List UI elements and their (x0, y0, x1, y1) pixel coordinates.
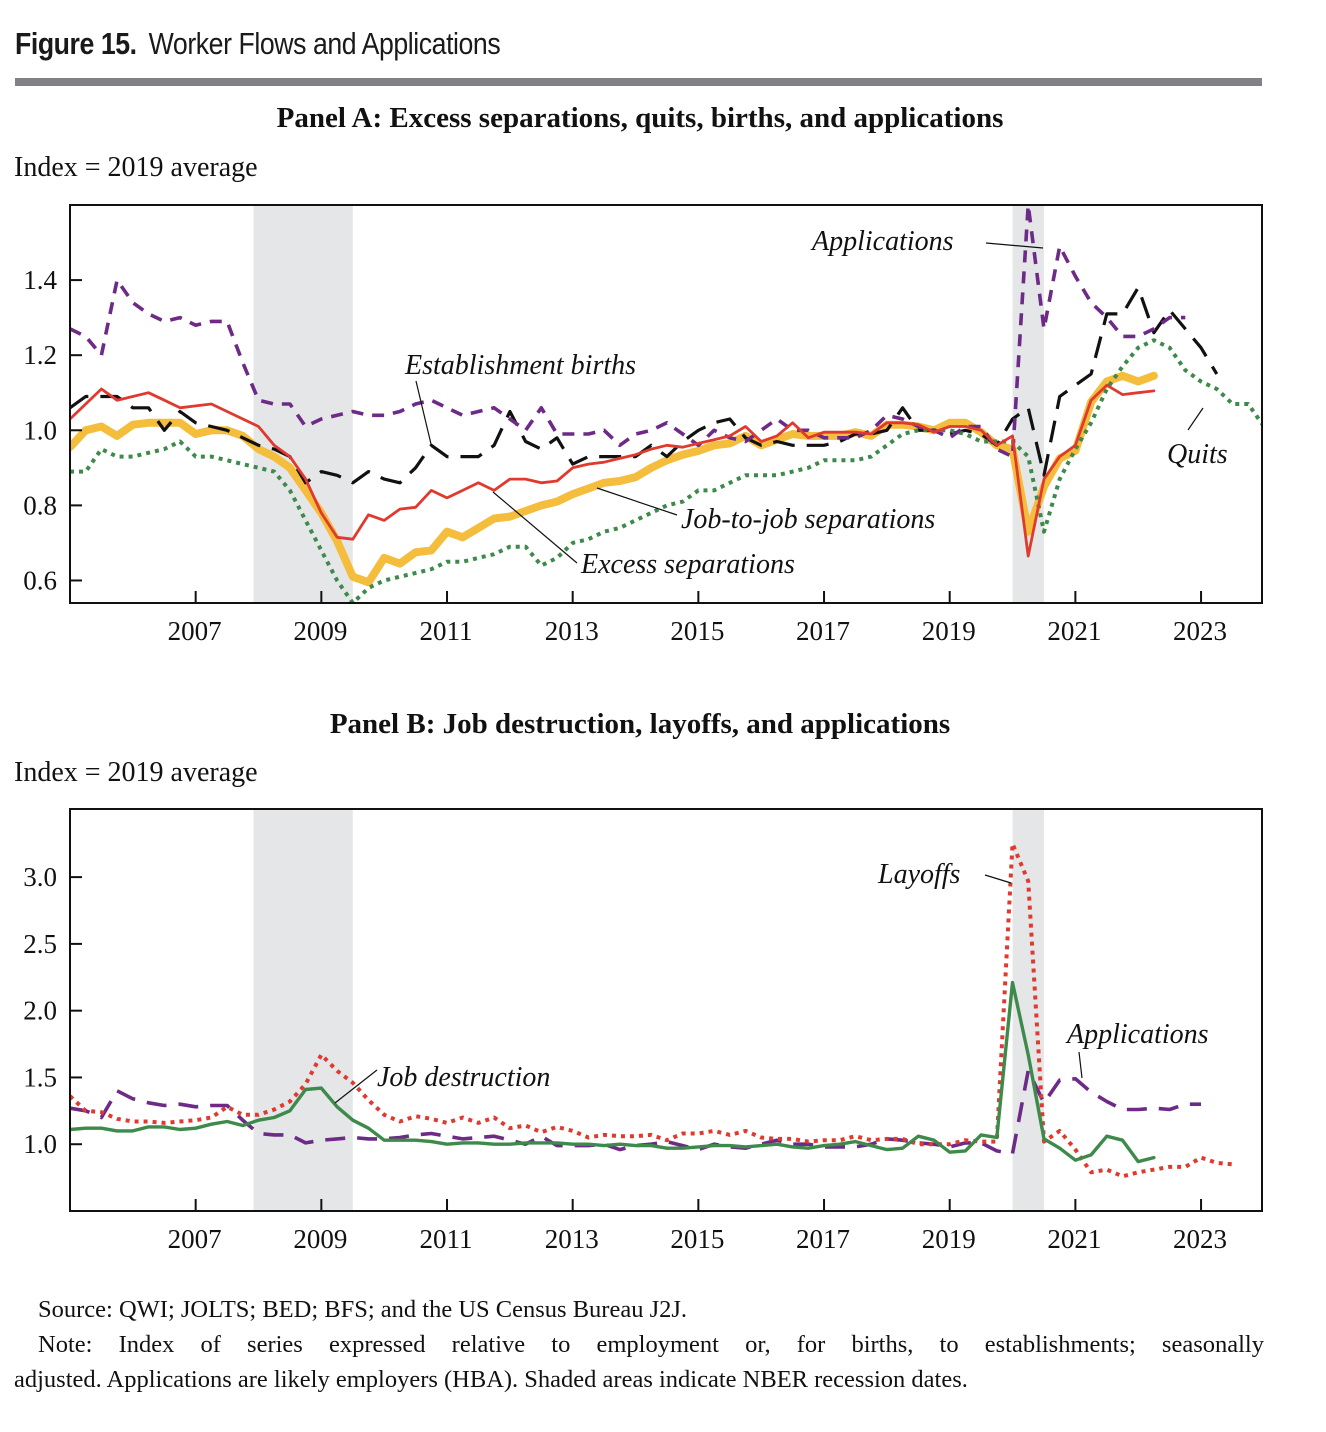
annotation-births: Establishment births (404, 350, 636, 381)
series-line-layoffs (70, 841, 1233, 1179)
x-tick-label: 2019 (922, 616, 976, 646)
recession-shading (253, 809, 353, 1211)
panel-a-title: Panel A: Excess separations, quits, birt… (276, 102, 1004, 134)
plot-frame (69, 808, 1263, 1212)
x-tick-label: 2021 (1047, 1224, 1101, 1254)
panel-a-chart: 0.6 0.8 1.0 1.2 1.4 2007 2009 2011 2013 2015 2017 2… (23, 204, 1263, 646)
annotation-job-destruction: Job destruction (377, 1062, 550, 1093)
annotation-quits: Quits (1167, 439, 1228, 470)
x-tick-label: 2007 (168, 1224, 222, 1254)
note-line-1: Note: Index of series expressed relative… (38, 1331, 1264, 1358)
y-tick-label: 1.0 (23, 415, 57, 445)
source-note: Source: QWI; JOLTS; BED; BFS; and the US… (38, 1296, 688, 1323)
annotation-leader-line (492, 491, 578, 564)
annotation-leader-line (984, 874, 1012, 884)
annotation-excess-separations: Excess separations (580, 549, 795, 580)
y-tick-label: 1.4 (23, 265, 57, 295)
annotation-leader-line (334, 1069, 378, 1104)
x-tick-label: 2017 (796, 616, 850, 646)
x-tick-label: 2011 (420, 616, 473, 646)
x-tick-label: 2007 (168, 616, 222, 646)
y-tick-label: 2.5 (23, 929, 57, 959)
panel-b-unit-label: Index = 2019 average (14, 757, 258, 788)
figure-notes: Source: QWI; JOLTS; BED; BFS; and the US… (14, 1292, 1264, 1397)
series-line-excess-separations (70, 383, 1156, 558)
annotation-leader-line (415, 380, 432, 445)
x-tick-label: 2013 (545, 1224, 599, 1254)
plot-frame (69, 204, 1263, 604)
panel-b-chart: 1.0 1.5 2.0 2.5 3.0 2007 2009 2011 2013 2015 2017 2… (23, 808, 1263, 1254)
annotation-leader-line (1187, 407, 1204, 431)
x-tick-label: 2023 (1173, 1224, 1227, 1254)
y-tick-label: 1.5 (23, 1062, 57, 1092)
figure-title: Figure 15. Worker Flows and Applications (15, 26, 501, 62)
annotation-job-to-job: Job-to-job separations (681, 504, 935, 535)
x-tick-label: 2011 (420, 1224, 473, 1254)
figure-number: Figure 15. (15, 26, 137, 61)
annotation-layoffs: Layoffs (877, 859, 961, 890)
x-tick-label: 2013 (545, 616, 599, 646)
panel-b-title: Panel B: Job destruction, layoffs, and a… (329, 708, 951, 740)
y-tick-label: 0.6 (23, 565, 57, 595)
recession-shading (1012, 205, 1044, 603)
x-tick-label: 2019 (922, 1224, 976, 1254)
figure-title-text: Worker Flows and Applications (148, 26, 501, 61)
series-line-applications (70, 205, 1186, 459)
annotation-leader-line (596, 487, 678, 516)
title-rule (15, 78, 1262, 86)
y-tick-label: 2.0 (23, 996, 57, 1026)
annotation-leader-line (985, 242, 1044, 249)
y-tick-label: 1.0 (23, 1129, 57, 1159)
x-tick-label: 2015 (670, 1224, 724, 1254)
y-tick-label: 1.2 (23, 340, 57, 370)
x-tick-label: 2015 (670, 616, 724, 646)
series-line-job-destruction (70, 980, 1156, 1164)
annotation-leader-line (1078, 1051, 1083, 1079)
note-line-2: adjusted. Applications are likely employ… (14, 1366, 968, 1393)
x-tick-label: 2009 (293, 616, 347, 646)
x-tick-label: 2023 (1173, 616, 1227, 646)
x-tick-label: 2009 (293, 1224, 347, 1254)
y-tick-label: 3.0 (23, 862, 57, 892)
annotation-applications: Applications (1065, 1019, 1209, 1050)
y-tick-label: 0.8 (23, 490, 57, 520)
x-tick-label: 2021 (1047, 616, 1101, 646)
annotation-applications: Applications (810, 226, 954, 257)
x-tick-label: 2017 (796, 1224, 850, 1254)
panel-a-unit-label: Index = 2019 average (14, 152, 258, 183)
